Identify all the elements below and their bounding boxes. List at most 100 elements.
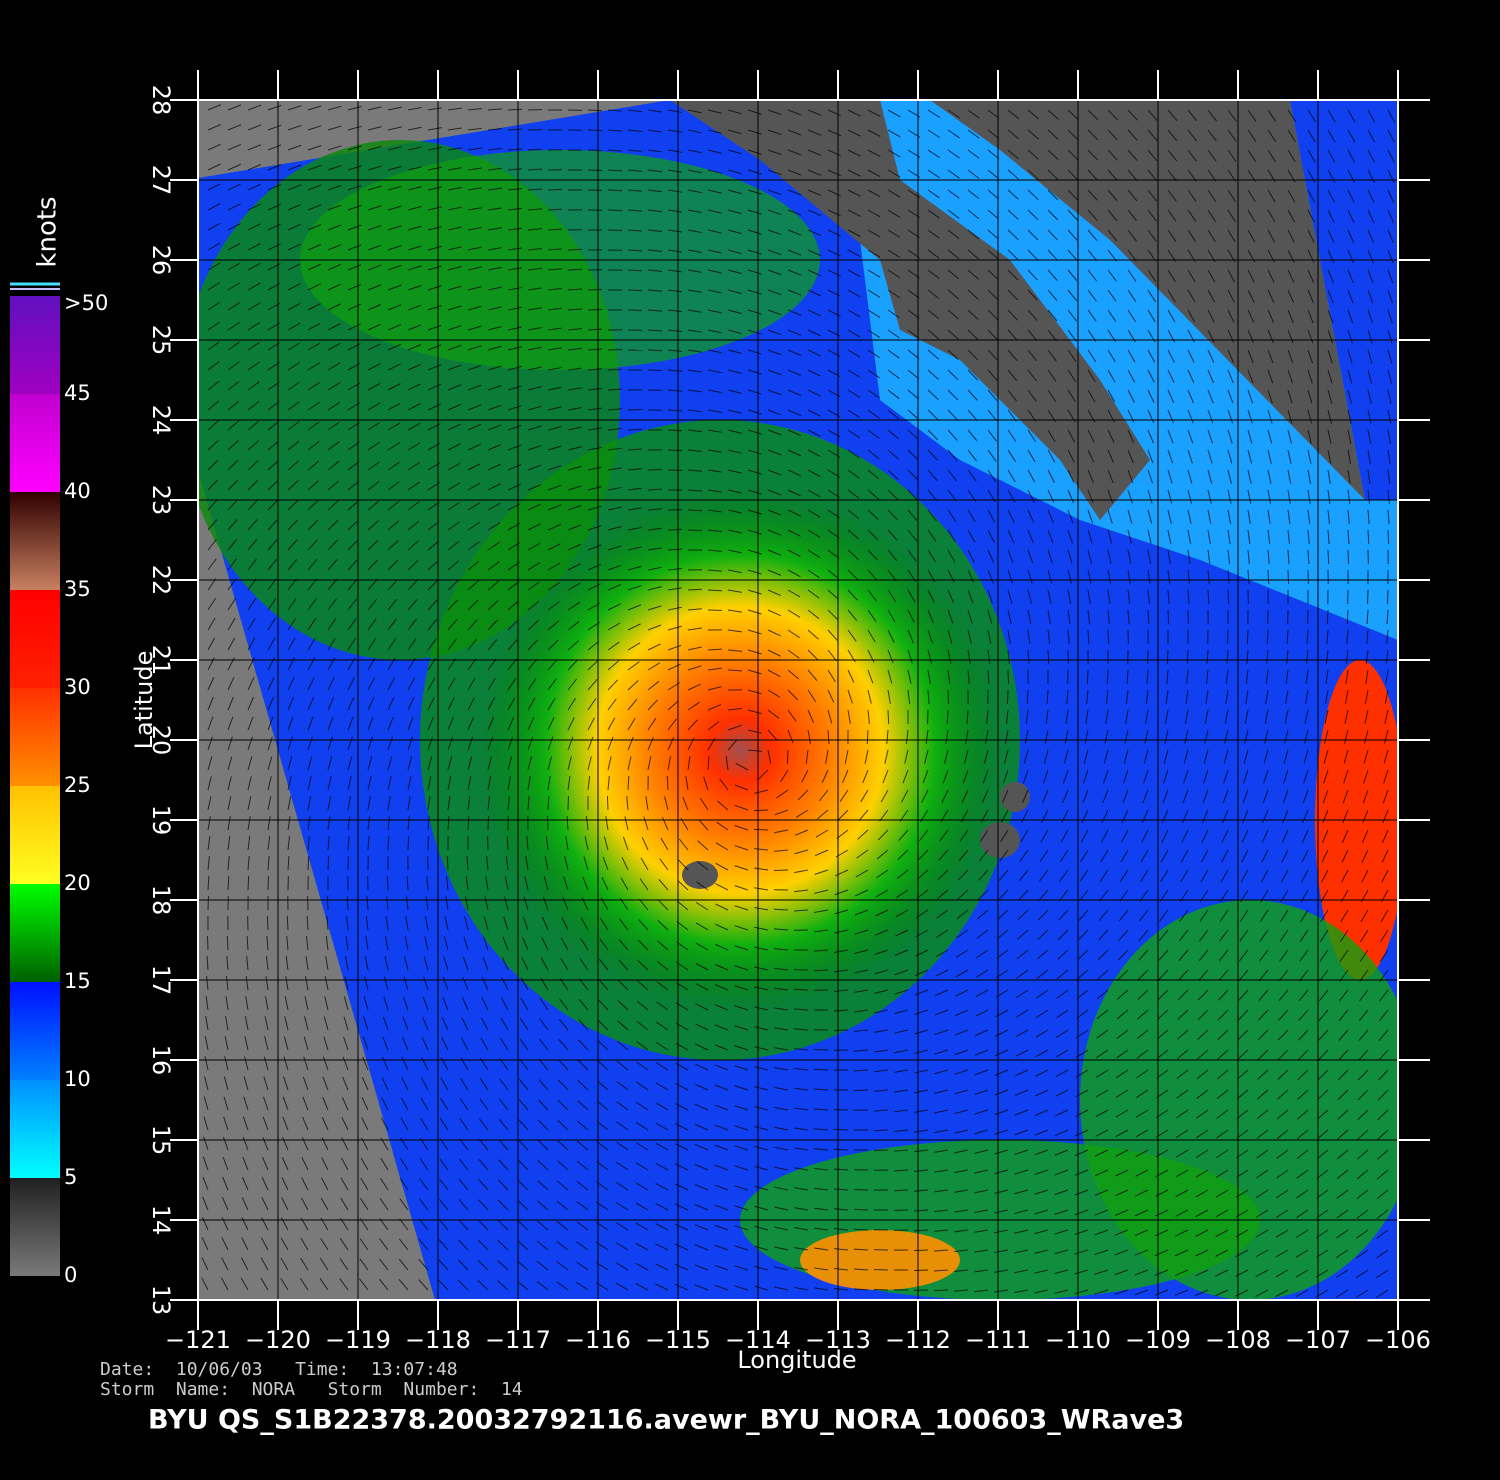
wind-barb xyxy=(1383,769,1389,784)
wind-barb xyxy=(727,409,742,414)
wind-barb xyxy=(615,1202,629,1211)
wind-barb xyxy=(954,1289,969,1292)
x-tick-label: −116 xyxy=(565,1326,631,1354)
wind-barb xyxy=(227,341,240,351)
wind-barb xyxy=(507,247,522,251)
colorbar-band xyxy=(10,884,60,982)
wind-barb xyxy=(934,1249,949,1252)
wind-barb xyxy=(647,229,662,233)
wind-barb xyxy=(447,246,462,251)
wind-barb xyxy=(867,109,881,117)
wind-barb xyxy=(504,876,509,891)
wind-barb xyxy=(873,1149,889,1152)
wind-barb xyxy=(518,1099,529,1111)
wind-barb xyxy=(607,428,622,431)
wind-barb xyxy=(935,949,949,958)
wind-barb xyxy=(1126,669,1129,685)
wind-barb xyxy=(227,696,234,711)
wind-barb xyxy=(1307,209,1315,223)
wind-barb xyxy=(1127,409,1135,423)
wind-barb xyxy=(667,625,682,631)
wind-barb xyxy=(695,983,709,991)
wind-barb xyxy=(1107,209,1118,222)
wind-barb xyxy=(714,1024,729,1031)
wind-barb xyxy=(1015,1069,1029,1077)
wind-barb xyxy=(1241,829,1249,843)
wind-barb xyxy=(1147,449,1154,464)
wind-barb xyxy=(1207,449,1213,464)
wind-barb xyxy=(694,1204,709,1211)
wind-barb xyxy=(487,207,502,211)
wind-barb xyxy=(576,1241,589,1251)
wind-barb xyxy=(527,128,543,131)
wind-barb xyxy=(847,389,861,398)
wind-barb xyxy=(747,449,762,455)
wind-barb xyxy=(827,209,841,217)
wind-barb xyxy=(1034,1269,1049,1274)
wind-barb xyxy=(542,896,549,911)
y-tick-label: 15 xyxy=(147,1125,175,1156)
wind-barb xyxy=(747,469,762,475)
wind-barb xyxy=(787,589,801,598)
info-line: Storm Name: NORA Storm Number: 14 xyxy=(100,1379,523,1400)
wind-barb xyxy=(727,549,742,554)
wind-barb xyxy=(895,909,909,918)
wind-barb xyxy=(1127,169,1138,182)
wind-barb xyxy=(367,481,380,491)
wind-barb xyxy=(1364,709,1369,724)
wind-barb xyxy=(1107,609,1110,624)
wind-barb xyxy=(794,849,809,855)
wind-barb xyxy=(927,429,939,441)
wind-barb xyxy=(267,124,282,131)
wind-barb xyxy=(307,855,310,871)
wind-barb xyxy=(1367,269,1374,284)
wind-barb xyxy=(1163,769,1169,784)
wind-barb xyxy=(587,427,602,431)
wind-barb xyxy=(1054,1189,1069,1196)
wind-barb xyxy=(727,449,742,454)
wind-barb xyxy=(1265,669,1269,684)
wind-barb xyxy=(994,1169,1009,1175)
wind-barb xyxy=(284,996,289,1011)
wind-barb xyxy=(567,678,578,691)
wind-barb xyxy=(627,487,642,491)
wind-barb xyxy=(847,209,861,217)
wind-barb xyxy=(261,1177,269,1191)
wind-barb xyxy=(347,105,362,111)
wind-barb xyxy=(1095,1089,1109,1098)
wind-barb xyxy=(947,369,959,381)
wind-barb xyxy=(283,1056,289,1071)
wind-barb xyxy=(267,184,282,191)
wind-barb xyxy=(687,289,702,293)
wind-barb xyxy=(1064,729,1069,744)
wind-barb xyxy=(1207,469,1213,484)
wind-barb xyxy=(1127,609,1130,624)
wind-barb xyxy=(282,1116,289,1131)
wind-barb xyxy=(1384,689,1389,704)
wind-barb xyxy=(695,1043,709,1051)
wind-barb xyxy=(767,749,772,764)
wind-barb xyxy=(547,268,562,271)
wind-barb xyxy=(667,389,682,392)
wind-barb xyxy=(243,1076,249,1091)
wind-barb xyxy=(567,756,572,771)
wind-barb xyxy=(487,522,501,531)
wind-barb xyxy=(567,485,582,491)
wind-barb xyxy=(1300,909,1309,923)
wind-barb xyxy=(754,1265,769,1271)
wind-barb xyxy=(227,203,241,211)
wind-barb xyxy=(1027,549,1034,564)
wind-barb xyxy=(283,1036,289,1051)
wind-barb xyxy=(807,269,821,277)
wind-barb xyxy=(347,677,355,691)
wind-barb xyxy=(1297,1069,1309,1081)
wind-barb xyxy=(687,646,702,651)
wind-barb xyxy=(847,449,860,459)
wind-barb xyxy=(1187,529,1192,544)
wind-barb xyxy=(587,109,603,112)
wind-barb xyxy=(487,128,502,131)
wind-barb xyxy=(1034,1149,1049,1156)
wind-barb xyxy=(380,1157,389,1171)
wind-barb xyxy=(1296,1209,1309,1219)
wind-barb xyxy=(1307,349,1314,364)
